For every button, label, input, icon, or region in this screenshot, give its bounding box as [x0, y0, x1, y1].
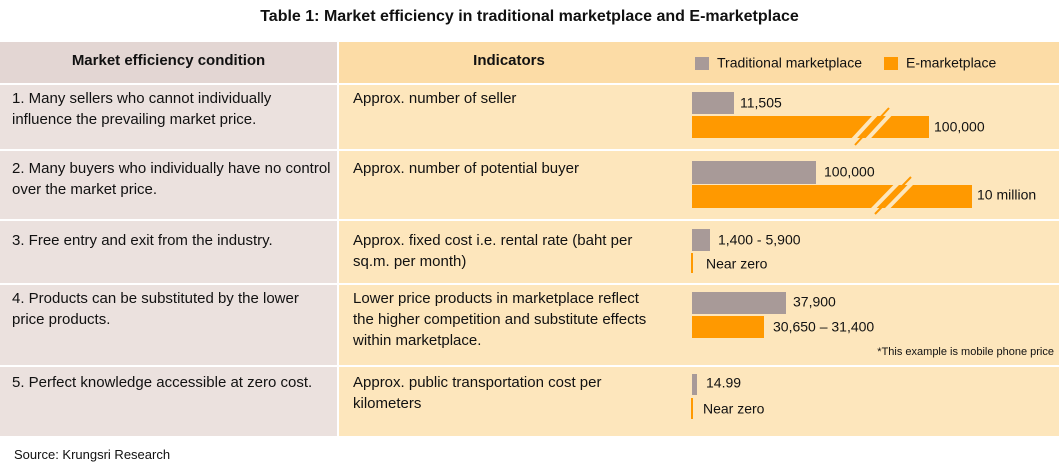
axis-break: [854, 107, 890, 146]
bar: [692, 229, 710, 251]
bar-label: 100,000: [934, 119, 985, 135]
header-cell: [0, 42, 337, 83]
bar: [692, 316, 764, 338]
bar: [692, 374, 697, 395]
cell: [0, 85, 337, 149]
axis-break: [866, 175, 906, 216]
bar-label: 30,650 – 31,400: [773, 319, 874, 335]
axis-break: [874, 176, 912, 215]
indicator: Approx. fixed cost i.e. rental rate (bah…: [353, 232, 633, 270]
bar: [692, 185, 972, 208]
bar-label: 100,000: [824, 164, 875, 180]
bar-label: Near zero: [703, 401, 765, 417]
condition: 1. Many sellers who cannot individually …: [12, 90, 272, 128]
bar: [692, 292, 786, 314]
indicator: Lower price products in marketplace refl…: [353, 290, 647, 349]
axis-break: [880, 175, 920, 216]
legend-label: Traditional marketplace: [717, 55, 862, 71]
note: *This example is mobile phone price: [877, 346, 1054, 358]
bar: [692, 161, 816, 184]
legend-label: E-marketplace: [906, 55, 996, 71]
legend-swatch: [884, 57, 898, 70]
indicator: Approx. number of seller: [353, 90, 517, 107]
cell: [0, 221, 337, 283]
header-text: Market efficiency condition: [71, 52, 266, 69]
bar-label: 37,900: [793, 294, 836, 310]
header-text: Indicators: [473, 52, 545, 69]
legend-swatch: [695, 57, 709, 70]
title: Table 1: Market efficiency in traditiona…: [260, 8, 799, 25]
cell: [0, 367, 337, 436]
indicator: Approx. number of potential buyer: [353, 160, 579, 177]
axis-break: [846, 106, 884, 147]
bar: [692, 116, 929, 138]
bar-label: 10 million: [977, 187, 1036, 203]
condition: 3. Free entry and exit from the industry…: [12, 232, 273, 249]
source: Source: Krungsri Research: [14, 447, 171, 462]
bar-label: 11,505: [740, 95, 782, 111]
bar-label: 1,400 - 5,900: [718, 232, 801, 248]
condition: 5. Perfect knowledge accessible at zero …: [12, 374, 313, 391]
indicator: Approx. public transportation cost per k…: [353, 374, 602, 412]
condition: 4. Products can be substituted by the lo…: [12, 290, 299, 328]
cell: [0, 285, 337, 365]
bar-label: Near zero: [706, 256, 768, 272]
axis-break: [860, 106, 898, 147]
cell: [339, 367, 1059, 436]
bar-label: 14.99: [706, 375, 741, 391]
bar: [692, 92, 734, 114]
cell: [0, 151, 337, 219]
condition: 2. Many buyers who individually have no …: [12, 160, 331, 198]
